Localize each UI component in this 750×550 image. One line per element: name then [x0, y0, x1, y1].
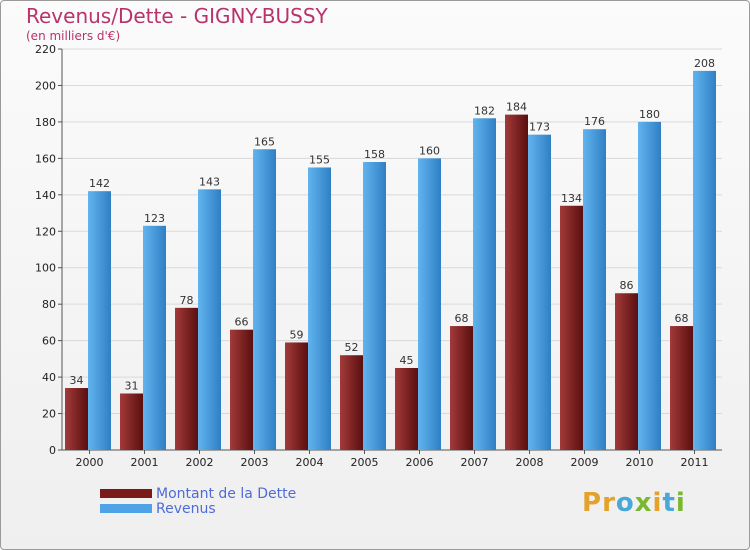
bar-debt — [395, 367, 418, 450]
x-tick-label: 2006 — [406, 456, 434, 469]
y-tick-label: 80 — [42, 298, 56, 311]
data-label: 86 — [620, 279, 634, 292]
bar-debt — [615, 293, 638, 450]
x-tick-label: 2008 — [516, 456, 544, 469]
y-tick-label: 140 — [35, 189, 56, 202]
data-label: 143 — [199, 175, 220, 188]
x-tick-label: 2001 — [131, 456, 159, 469]
bar-revenue — [308, 167, 331, 450]
data-label: 182 — [474, 104, 495, 117]
bar-revenue — [253, 149, 276, 450]
bar-revenue — [693, 70, 716, 450]
data-label: 68 — [675, 312, 689, 325]
proxiti-logo: Proxiti — [582, 488, 686, 518]
chart-title: Revenus/Dette - GIGNY-BUSSY — [26, 4, 328, 28]
y-tick-label: 20 — [42, 408, 56, 421]
bar-debt — [120, 393, 143, 450]
y-tick-label: 160 — [35, 152, 56, 165]
data-label: 142 — [89, 177, 110, 190]
bar-revenue — [363, 162, 386, 450]
data-label: 173 — [529, 121, 550, 134]
data-label: 160 — [419, 144, 440, 157]
x-tick-label: 2009 — [571, 456, 599, 469]
data-label: 155 — [309, 153, 330, 166]
legend-swatch-revenue — [100, 504, 152, 513]
data-label: 123 — [144, 212, 165, 225]
data-label: 31 — [125, 379, 139, 392]
data-label: 59 — [290, 328, 304, 341]
chart-subtitle: (en milliers d'€) — [26, 29, 121, 43]
y-tick-label: 200 — [35, 79, 56, 92]
bar-revenue — [528, 134, 551, 450]
legend-item-debt: Montant de la Dette — [100, 485, 297, 502]
bar-revenue — [638, 121, 661, 450]
data-label: 52 — [345, 341, 359, 354]
bar-debt — [670, 326, 693, 450]
y-tick-label: 60 — [42, 335, 56, 348]
bar-revenue — [88, 191, 111, 450]
data-label: 78 — [180, 294, 194, 307]
y-tick-label: 180 — [35, 116, 56, 129]
legend-label-revenue: Revenus — [156, 500, 216, 517]
data-label: 176 — [584, 115, 605, 128]
x-tick-label: 2002 — [186, 456, 214, 469]
x-tick-label: 2010 — [626, 456, 654, 469]
x-tick-label: 2005 — [351, 456, 379, 469]
bar-revenue — [583, 129, 606, 450]
bar-debt — [285, 342, 308, 450]
y-tick-label: 120 — [35, 225, 56, 238]
bar-revenue — [473, 118, 496, 450]
legend: Montant de la Dette Revenus — [100, 485, 297, 517]
x-tick-label: 2011 — [681, 456, 709, 469]
bar-debt — [230, 329, 253, 450]
bar-revenue — [418, 158, 441, 450]
data-label: 158 — [364, 148, 385, 161]
data-label: 45 — [400, 354, 414, 367]
data-label: 165 — [254, 135, 275, 148]
bar-debt — [450, 326, 473, 450]
bar-revenue — [198, 189, 221, 450]
y-tick-label: 0 — [49, 444, 56, 457]
bar-debt — [560, 205, 583, 450]
data-label: 134 — [561, 192, 582, 205]
bar-debt — [65, 388, 88, 450]
data-label: 66 — [235, 316, 249, 329]
data-label: 180 — [639, 108, 660, 121]
bar-revenue — [143, 225, 166, 450]
data-label: 208 — [694, 57, 715, 70]
data-label: 68 — [455, 312, 469, 325]
y-tick-label: 40 — [42, 371, 56, 384]
x-tick-label: 2004 — [296, 456, 324, 469]
legend-label-debt: Montant de la Dette — [156, 485, 297, 502]
x-tick-label: 2000 — [76, 456, 104, 469]
y-tick-label: 100 — [35, 262, 56, 275]
y-tick-label: 220 — [35, 43, 56, 56]
bar-debt — [505, 114, 528, 451]
data-label: 34 — [70, 374, 84, 387]
legend-swatch-debt — [100, 489, 152, 498]
bar-debt — [175, 307, 198, 450]
bar-debt — [340, 355, 363, 450]
legend-item-revenue: Revenus — [100, 500, 296, 517]
data-label: 184 — [506, 101, 527, 114]
x-tick-label: 2003 — [241, 456, 269, 469]
x-tick-label: 2007 — [461, 456, 489, 469]
